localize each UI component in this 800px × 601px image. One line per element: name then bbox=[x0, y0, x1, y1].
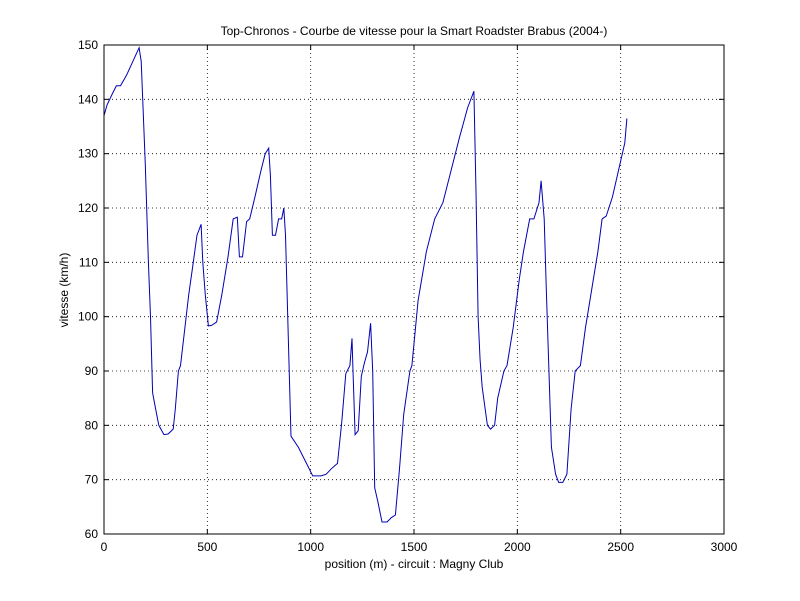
x-axis-label: position (m) - circuit : Magny Club bbox=[325, 557, 504, 571]
x-tick-label: 3000 bbox=[711, 540, 738, 554]
y-axis-label: vitesse (km/h) bbox=[57, 253, 71, 328]
grid-lines bbox=[104, 45, 724, 534]
y-tick-label: 110 bbox=[79, 255, 98, 269]
x-tick-label: 2000 bbox=[504, 540, 531, 554]
chart-title: Top-Chronos - Courbe de vitesse pour la … bbox=[221, 24, 608, 38]
y-tick-label: 120 bbox=[78, 201, 98, 215]
x-tick-label: 1500 bbox=[401, 540, 428, 554]
y-tick-label: 80 bbox=[85, 418, 99, 432]
y-tick-label: 70 bbox=[85, 473, 99, 487]
series-line-vitesse bbox=[103, 45, 628, 523]
y-tick-label: 150 bbox=[78, 38, 98, 52]
y-tick-label: 60 bbox=[85, 527, 99, 541]
y-tick-label: 130 bbox=[78, 147, 98, 161]
x-tick-label: 500 bbox=[197, 540, 217, 554]
y-tick-label: 90 bbox=[85, 364, 99, 378]
y-tick-label: 100 bbox=[78, 310, 98, 324]
y-tick-label: 140 bbox=[78, 92, 98, 106]
x-tick-label: 1000 bbox=[297, 540, 324, 554]
plot-frame bbox=[103, 44, 725, 535]
tick-labels: 0 500 1000 1500 2000 2500 3000 60 70 80 90 100 110 12… bbox=[78, 38, 738, 554]
x-tick-label: 0 bbox=[101, 540, 108, 554]
x-tick-label: 2500 bbox=[607, 540, 634, 554]
